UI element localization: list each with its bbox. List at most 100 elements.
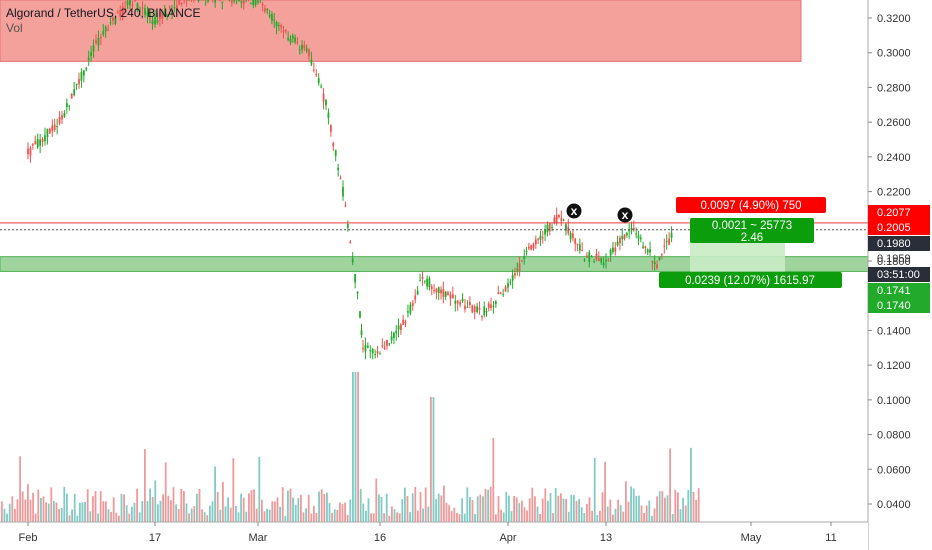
volume-bar <box>53 501 55 522</box>
volume-bar <box>68 515 71 522</box>
candle-body <box>433 289 435 291</box>
volume-bar <box>346 515 349 522</box>
volume-bar <box>372 513 375 522</box>
candle-body <box>374 353 377 355</box>
candle-body <box>421 277 424 279</box>
volume-bar <box>383 513 385 522</box>
candle-body <box>280 24 283 28</box>
candle-body <box>454 300 457 304</box>
volume-bar <box>162 494 164 522</box>
volume-bar <box>404 487 406 522</box>
candle-body <box>541 237 544 239</box>
volume-bar <box>547 500 549 522</box>
candle-body <box>141 7 144 9</box>
x-tick-label: Apr <box>499 532 516 544</box>
volume-bar <box>526 510 528 522</box>
volume-bar <box>125 505 128 522</box>
candle-body <box>600 257 603 263</box>
volume-bar <box>690 447 692 522</box>
volume-bar <box>632 488 635 522</box>
volume-bar <box>183 491 185 522</box>
candle-body <box>53 124 56 130</box>
price-label-bg <box>868 283 930 298</box>
volume-bar <box>37 489 40 522</box>
volume-bar <box>638 495 640 522</box>
volume-bar <box>320 489 323 522</box>
volume-bar <box>154 480 157 522</box>
volume-bar <box>14 508 16 522</box>
candle-body <box>144 8 146 15</box>
volume-bar <box>359 488 362 522</box>
candle-body <box>156 20 159 23</box>
volume-bar <box>206 515 209 522</box>
candle-body <box>327 112 330 119</box>
candle-body <box>119 9 122 17</box>
candle-body <box>104 26 107 32</box>
candle-body <box>376 351 379 354</box>
volume-bar <box>294 504 297 522</box>
candle-body <box>27 148 29 155</box>
volume-bar <box>71 509 73 522</box>
candle-body <box>102 31 105 35</box>
volume-bar <box>250 490 253 522</box>
volume-bar <box>560 493 562 522</box>
volume-bar <box>411 493 414 522</box>
candle-body <box>249 3 252 5</box>
candle-body <box>642 246 644 249</box>
volume-bar <box>627 501 630 522</box>
volume-bar <box>172 487 175 522</box>
candle-body <box>456 300 459 304</box>
candle-body <box>75 83 78 85</box>
y-tick-label: 0.2800 <box>877 82 911 94</box>
volume-bar <box>430 397 432 522</box>
volume-bar <box>599 510 601 522</box>
candle-body <box>185 0 188 1</box>
candle-body <box>644 246 647 248</box>
volume-bar <box>531 487 534 522</box>
price-axis-label: 0.1741 <box>877 285 911 297</box>
volume-bar <box>614 508 617 522</box>
volume-bar <box>193 506 196 522</box>
candle-body <box>471 305 474 313</box>
candle-body <box>388 343 391 345</box>
candle-body <box>46 128 49 138</box>
volume-bar <box>120 493 123 522</box>
volume-bar <box>138 512 141 522</box>
volume-bar <box>596 514 599 522</box>
candle-body <box>440 289 442 294</box>
candle-body <box>581 249 584 251</box>
candle-body <box>364 344 367 352</box>
ratio-label: 0.0021 ~ 25773 <box>712 220 792 232</box>
candle-body <box>362 347 364 349</box>
candle-body <box>614 247 617 252</box>
volume-bar <box>422 508 424 522</box>
candle-body <box>29 147 32 156</box>
volume-bar <box>432 397 435 522</box>
volume-bar <box>622 511 625 522</box>
volume-bar <box>378 494 380 522</box>
candle-body <box>337 167 340 171</box>
volume-bar <box>554 488 557 522</box>
candle-body <box>416 290 419 295</box>
volume-bar <box>292 497 294 522</box>
candle-body <box>175 5 178 10</box>
candle-body <box>551 227 553 229</box>
volume-bar <box>232 458 235 522</box>
candle-body <box>619 237 621 244</box>
volume-bar <box>310 513 313 522</box>
candle-body <box>649 249 651 253</box>
volume-bar <box>640 505 643 522</box>
symbol-title[interactable]: Algorand / TetherUS, 240, BINANCE <box>6 6 201 20</box>
candle-body <box>585 255 588 258</box>
candle-body <box>621 235 624 240</box>
volume-bar <box>534 496 536 522</box>
volume-bar <box>495 514 497 522</box>
volume-bar <box>281 487 284 522</box>
volume-bar <box>326 492 328 522</box>
candle-body <box>99 36 102 39</box>
candle-body <box>656 264 658 269</box>
y-tick-label: 0.0600 <box>877 464 911 476</box>
candle-body <box>414 295 417 300</box>
